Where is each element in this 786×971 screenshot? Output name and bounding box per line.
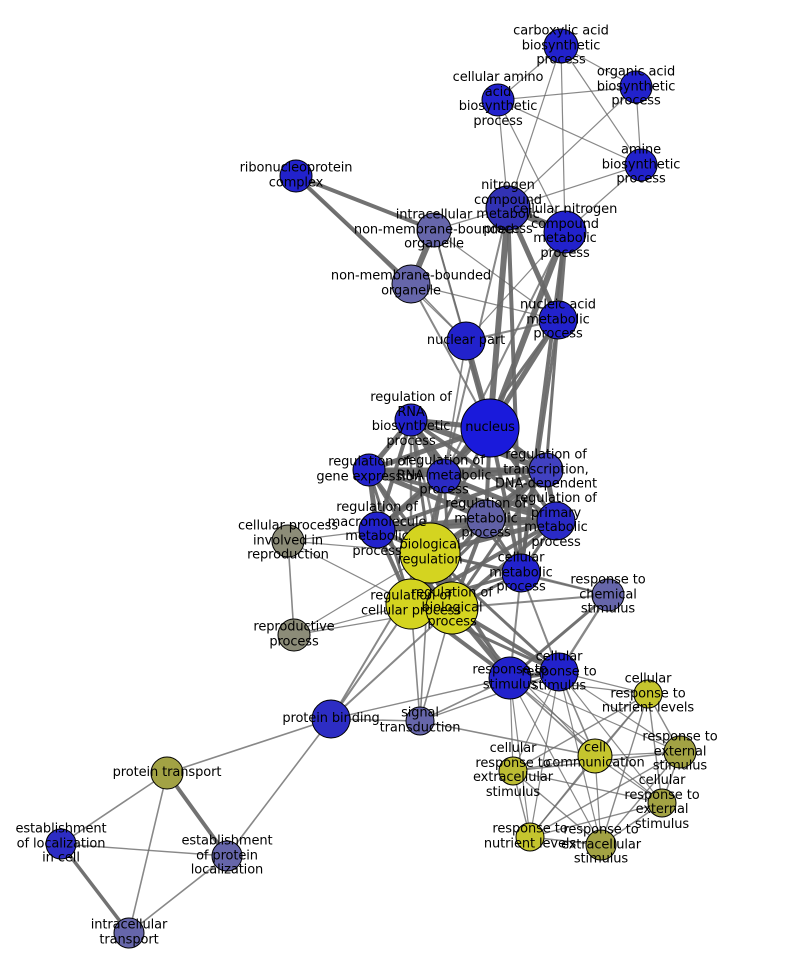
graph-edge: [443, 473, 557, 524]
graph-node[interactable]: [113, 917, 145, 949]
graph-node[interactable]: [399, 522, 461, 584]
graph-edge: [529, 802, 663, 838]
graph-edge: [330, 607, 453, 720]
graph-edge: [497, 99, 642, 166]
graph-edge: [507, 86, 637, 209]
graph-edge: [497, 99, 566, 233]
graph-edge: [507, 164, 642, 209]
graph-node[interactable]: [150, 756, 184, 790]
graph-node[interactable]: [311, 699, 351, 739]
graph-node[interactable]: [543, 210, 587, 254]
graph-edge: [60, 843, 228, 857]
graph-node[interactable]: [446, 321, 486, 361]
graph-edge: [166, 718, 332, 774]
graph-node[interactable]: [425, 581, 479, 635]
nodes-group: [45, 28, 697, 949]
graph-edge: [509, 677, 531, 838]
graph-node[interactable]: [391, 264, 431, 304]
graph-node[interactable]: [279, 159, 313, 193]
graph-edge: [59, 842, 131, 935]
graph-node[interactable]: [538, 300, 578, 340]
graph-edge: [509, 677, 602, 846]
graph-edge: [368, 467, 487, 522]
graph-node[interactable]: [536, 501, 576, 541]
graph-edge: [507, 45, 562, 209]
graph-node[interactable]: [426, 458, 462, 494]
graph-edge: [512, 770, 602, 846]
graph-edge: [512, 693, 649, 772]
graph-node[interactable]: [501, 553, 541, 593]
graph-edge: [529, 751, 681, 838]
graph-node[interactable]: [481, 83, 515, 117]
graph-node[interactable]: [498, 756, 528, 786]
graph-edge: [487, 207, 511, 429]
graph-edge: [433, 229, 559, 321]
graph-edge: [497, 86, 637, 101]
graph-node[interactable]: [585, 829, 617, 861]
graph-node[interactable]: [416, 212, 452, 248]
graph-edge: [443, 340, 467, 477]
graph-edge: [512, 770, 663, 804]
graph-edge: [509, 677, 681, 753]
graph-edge: [560, 45, 566, 233]
graph-edge: [544, 319, 560, 471]
graph-node[interactable]: [515, 822, 545, 852]
graph-edge: [60, 772, 168, 845]
graph-node[interactable]: [211, 840, 243, 872]
graph-edge: [128, 855, 228, 934]
graph-edge: [295, 174, 435, 232]
graph-node[interactable]: [663, 735, 697, 769]
graph-node[interactable]: [539, 652, 579, 692]
graph-edge: [529, 671, 560, 838]
graph-edge: [600, 693, 649, 846]
graph-node[interactable]: [624, 148, 658, 182]
graph-edge: [419, 720, 596, 757]
graph-edge: [226, 718, 332, 857]
graph-node[interactable]: [633, 679, 663, 709]
graph-edge: [419, 671, 560, 722]
graph-node[interactable]: [271, 524, 305, 558]
graph-node[interactable]: [466, 499, 506, 539]
graph-edge: [560, 45, 642, 166]
graph-edge: [330, 677, 511, 720]
graph-edge: [368, 468, 557, 523]
graph-node[interactable]: [405, 706, 435, 736]
graph-node[interactable]: [619, 70, 653, 104]
graph-node[interactable]: [577, 738, 613, 774]
graph-node[interactable]: [543, 28, 579, 64]
graph-node[interactable]: [591, 578, 625, 612]
graph-edge: [376, 518, 557, 533]
graph-node[interactable]: [277, 618, 311, 652]
graph-edge: [165, 771, 229, 858]
graph-edge: [647, 693, 663, 804]
graph-edge: [410, 283, 559, 321]
graph-node[interactable]: [358, 511, 396, 549]
graph-node[interactable]: [45, 828, 77, 860]
graph-edge: [509, 677, 663, 804]
graph-node[interactable]: [488, 656, 532, 700]
graph-node[interactable]: [460, 398, 520, 458]
edges-group: [59, 45, 681, 935]
graph-edge: [465, 231, 566, 342]
graph-edge: [558, 671, 681, 753]
graph-edge: [128, 772, 168, 934]
graph-edge: [295, 175, 467, 342]
graph-node[interactable]: [394, 403, 428, 437]
graph-node[interactable]: [647, 788, 677, 818]
graph-node[interactable]: [352, 453, 386, 487]
graph-node[interactable]: [528, 452, 564, 488]
graph-node[interactable]: [485, 185, 531, 231]
